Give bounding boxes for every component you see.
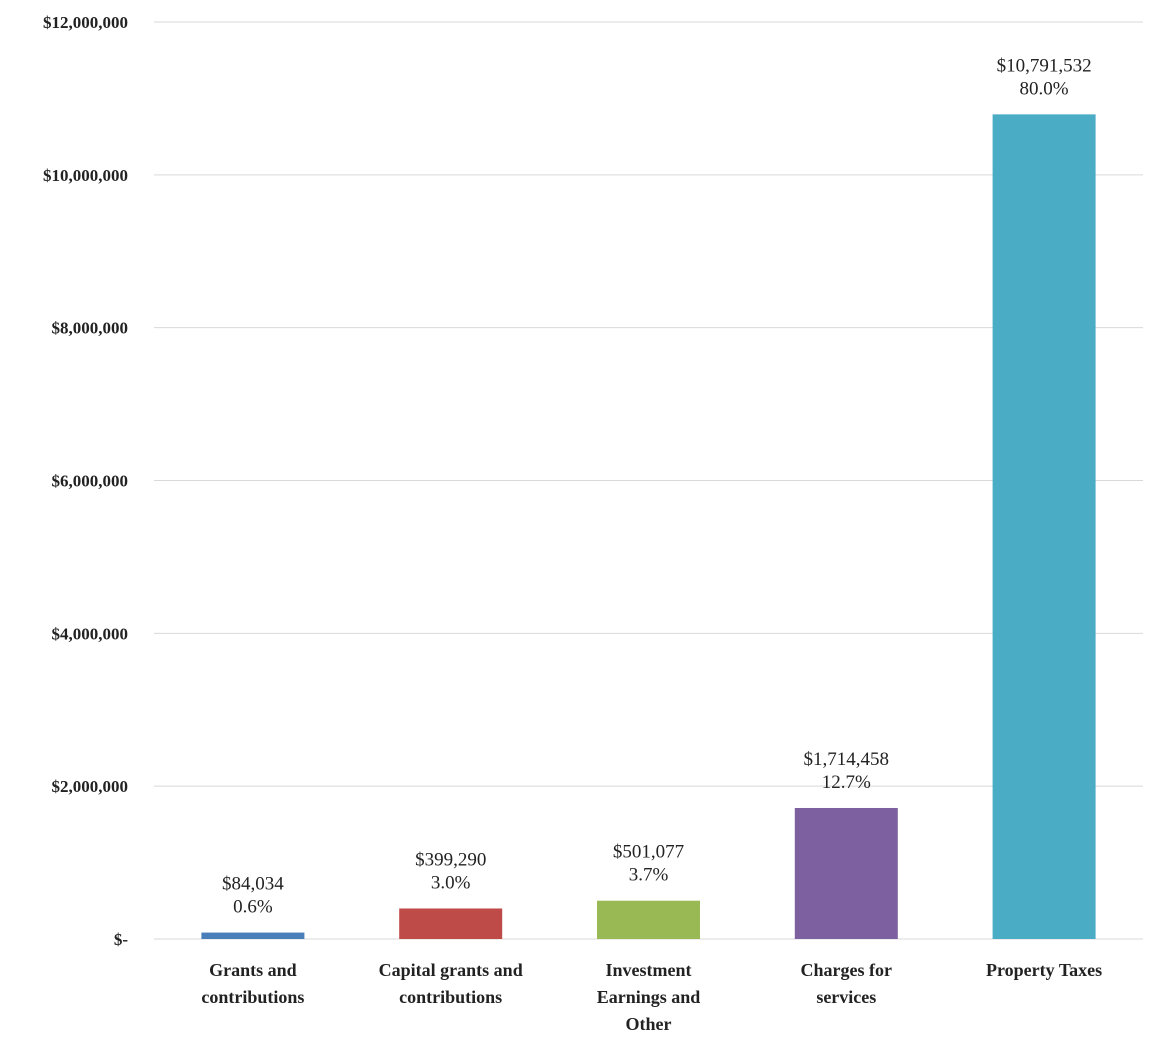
- category-label: services: [816, 987, 876, 1007]
- category-labels: Grants and contributions Capital grants an…: [201, 960, 1102, 1034]
- category-label: Charges for: [801, 960, 892, 980]
- bar: [399, 908, 503, 939]
- data-label-value: $10,791,532: [997, 55, 1092, 76]
- y-tick-label: $2,000,000: [52, 777, 129, 796]
- data-label-percent: 80.0%: [1020, 78, 1069, 99]
- y-tick-label: $-: [114, 930, 129, 949]
- bar: [992, 114, 1096, 939]
- category-label: Other: [626, 1014, 672, 1034]
- data-label-value: $399,290: [415, 849, 486, 870]
- category-label: contributions: [201, 987, 304, 1007]
- data-label-percent: 12.7%: [822, 772, 871, 793]
- data-label-value: $501,077: [613, 842, 684, 863]
- bars: [201, 114, 1096, 939]
- y-tick-label: $10,000,000: [43, 166, 128, 185]
- y-tick-label: $4,000,000: [52, 624, 129, 643]
- y-tick-label: $6,000,000: [52, 472, 129, 491]
- data-label-value: $84,034: [222, 874, 284, 895]
- data-label-percent: 0.6%: [233, 897, 273, 918]
- category-label: Grants and: [209, 960, 297, 980]
- category-label: Investment: [606, 960, 692, 980]
- category-label: Capital grants and: [379, 960, 523, 980]
- y-tick-label: $12,000,000: [43, 13, 128, 32]
- gridlines: [154, 21, 1143, 940]
- bar: [597, 900, 700, 939]
- category-label: Earnings and: [597, 987, 701, 1007]
- category-label: contributions: [399, 987, 502, 1007]
- data-label-value: $1,714,458: [804, 749, 890, 770]
- bar: [201, 932, 305, 939]
- bar: [794, 807, 898, 939]
- y-tick-label: $8,000,000: [52, 319, 129, 338]
- y-axis-tick-labels: $- $2,000,000 $4,000,000 $6,000,000 $8,000,0…: [43, 13, 128, 949]
- data-label-percent: 3.7%: [629, 865, 669, 886]
- data-label-percent: 3.0%: [431, 872, 471, 893]
- category-label: Property Taxes: [986, 960, 1102, 980]
